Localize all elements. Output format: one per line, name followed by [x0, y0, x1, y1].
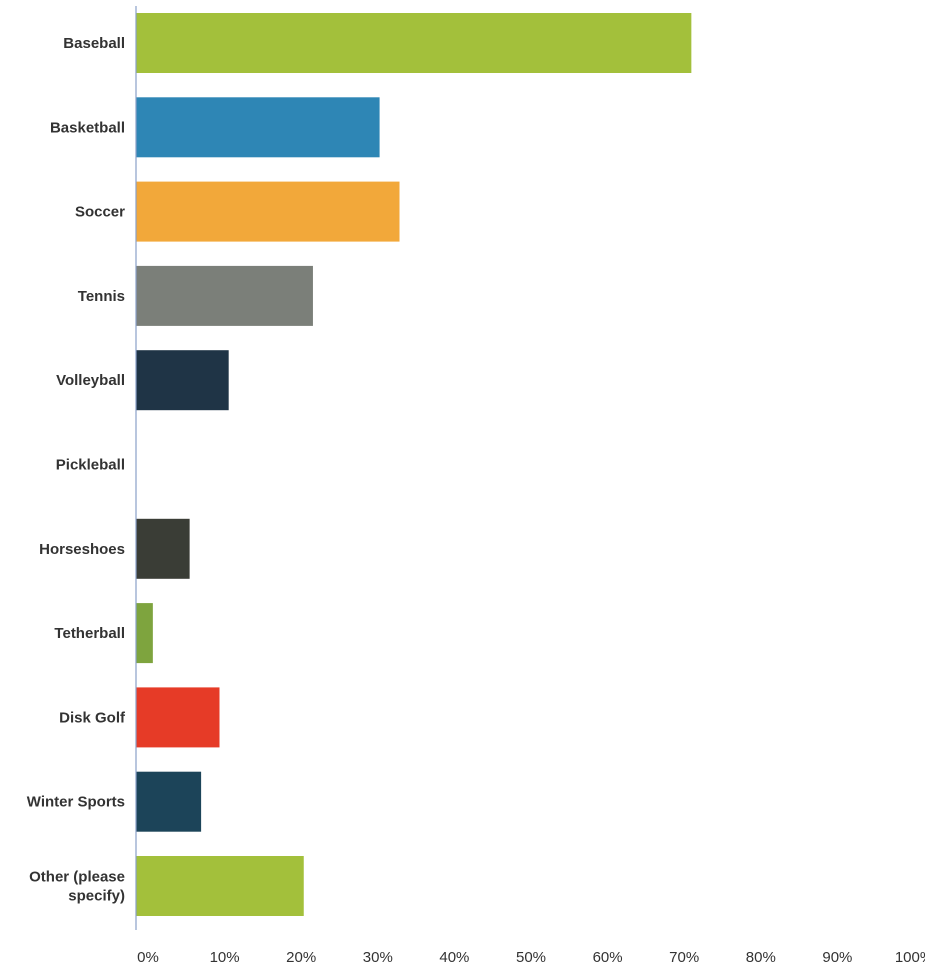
x-tick-60: 60%	[593, 949, 623, 966]
category-label-volleyball: Volleyball	[56, 372, 125, 389]
bars-group	[136, 13, 692, 916]
x-tick-70: 70%	[669, 949, 699, 966]
x-tick-100: 100%	[895, 949, 925, 966]
category-label-disk-golf: Disk Golf	[59, 709, 126, 726]
x-tick-40: 40%	[439, 949, 469, 966]
x-tick-0: 0%	[137, 949, 159, 966]
x-tick-10: 10%	[210, 949, 240, 966]
category-labels: Baseball Basketball Soccer Tennis Volleyball…	[27, 35, 126, 905]
bar-horseshoes	[136, 518, 190, 579]
category-label-soccer: Soccer	[75, 204, 125, 221]
category-label-baseball: Baseball	[63, 35, 125, 52]
x-tick-20: 20%	[286, 949, 316, 966]
x-tick-50: 50%	[516, 949, 546, 966]
bar-volleyball	[136, 350, 229, 411]
x-tick-labels: 0% 10% 20% 30% 40% 50% 60% 70% 80% 90% 100%	[137, 949, 925, 966]
bar-other-please-specify	[136, 856, 304, 916]
category-label-winter-sports: Winter Sports	[27, 794, 125, 811]
category-label-tetherball: Tetherball	[54, 625, 125, 642]
category-label-other-please-specify: Other (please specify)	[29, 869, 125, 905]
bar-baseball	[136, 13, 692, 73]
x-tick-80: 80%	[746, 949, 776, 966]
category-label-tennis: Tennis	[78, 288, 125, 305]
x-tick-30: 30%	[363, 949, 393, 966]
category-label-pickleball: Pickleball	[56, 457, 125, 474]
category-label-horseshoes: Horseshoes	[39, 541, 125, 558]
category-label-basketball: Basketball	[50, 119, 125, 136]
bar-soccer	[136, 181, 400, 242]
bar-winter-sports	[136, 771, 202, 832]
x-tick-90: 90%	[822, 949, 852, 966]
bar-tetherball	[136, 603, 153, 664]
bar-tennis	[136, 265, 313, 326]
bar-disk-golf	[136, 687, 220, 748]
bar-basketball	[136, 97, 380, 158]
